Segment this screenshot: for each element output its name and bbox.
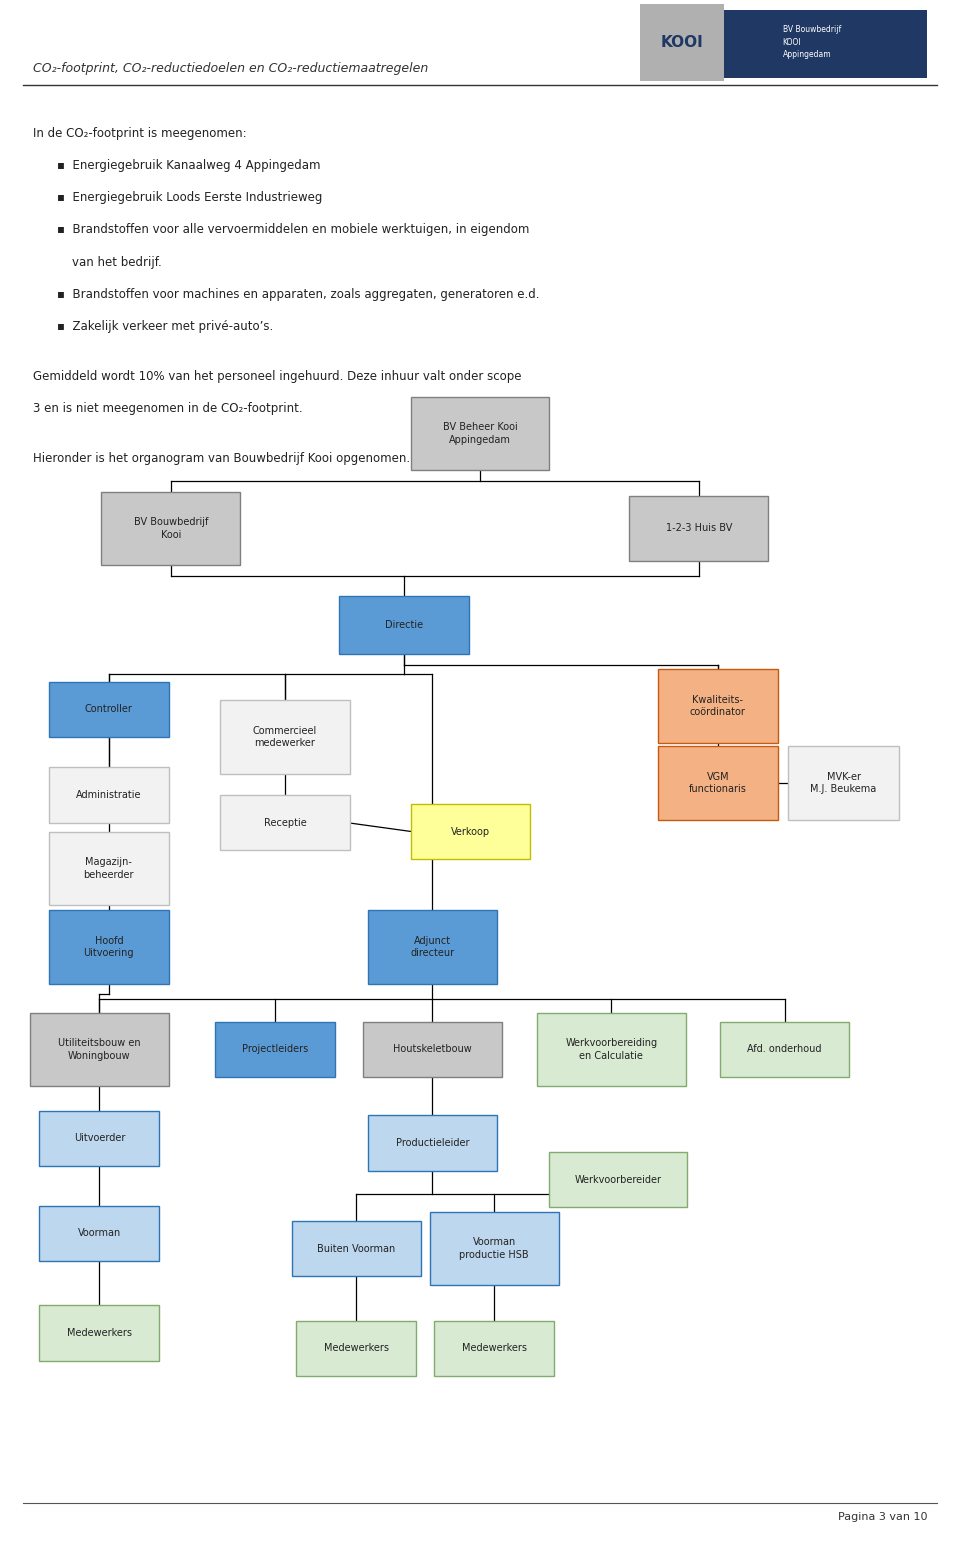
Text: ▪  Zakelijk verkeer met privé-auto’s.: ▪ Zakelijk verkeer met privé-auto’s. xyxy=(57,321,273,333)
Text: ▪  Brandstoffen voor machines en apparaten, zoals aggregaten, generatoren e.d.: ▪ Brandstoffen voor machines en apparate… xyxy=(57,288,539,300)
Text: Directie: Directie xyxy=(385,619,423,630)
FancyBboxPatch shape xyxy=(658,669,778,743)
FancyBboxPatch shape xyxy=(537,1012,685,1086)
Text: Commercieel
medewerker: Commercieel medewerker xyxy=(252,726,317,747)
FancyBboxPatch shape xyxy=(215,1022,335,1077)
Text: Voorman
productie HSB: Voorman productie HSB xyxy=(460,1237,529,1261)
Text: van het bedrijf.: van het bedrijf. xyxy=(57,256,161,268)
Text: BV Bouwbedrijf
KOOI
Appingedam: BV Bouwbedrijf KOOI Appingedam xyxy=(782,26,841,60)
FancyBboxPatch shape xyxy=(30,1012,169,1086)
Text: Productieleider: Productieleider xyxy=(396,1137,469,1148)
FancyBboxPatch shape xyxy=(720,1022,850,1077)
FancyBboxPatch shape xyxy=(411,396,549,470)
FancyBboxPatch shape xyxy=(297,1321,417,1376)
FancyBboxPatch shape xyxy=(39,1305,159,1361)
FancyBboxPatch shape xyxy=(788,746,899,820)
Text: Kwaliteits-
coördinator: Kwaliteits- coördinator xyxy=(690,695,746,717)
FancyBboxPatch shape xyxy=(49,832,169,906)
Text: 1-2-3 Huis BV: 1-2-3 Huis BV xyxy=(665,524,732,533)
Text: Werkvoorbereiding
en Calculatie: Werkvoorbereiding en Calculatie xyxy=(565,1039,658,1060)
Text: KOOI: KOOI xyxy=(660,35,703,49)
Text: CO₂-footprint, CO₂-reductiedoelen en CO₂-reductiemaatregelen: CO₂-footprint, CO₂-reductiedoelen en CO₂… xyxy=(33,62,428,76)
Text: Voorman: Voorman xyxy=(78,1228,121,1239)
Text: Medewerkers: Medewerkers xyxy=(462,1344,527,1353)
Text: Administratie: Administratie xyxy=(76,791,142,800)
FancyBboxPatch shape xyxy=(640,5,724,80)
Text: Adjunct
directeur: Adjunct directeur xyxy=(410,935,454,959)
FancyBboxPatch shape xyxy=(646,11,927,77)
Text: BV Bouwbedrijf
Kooi: BV Bouwbedrijf Kooi xyxy=(133,518,208,539)
Text: ▪  Energiegebruik Loods Eerste Industrieweg: ▪ Energiegebruik Loods Eerste Industriew… xyxy=(57,191,322,203)
Text: Houtskeletbouw: Houtskeletbouw xyxy=(393,1045,471,1054)
Text: In de CO₂-footprint is meegenomen:: In de CO₂-footprint is meegenomen: xyxy=(33,126,247,140)
Text: Controller: Controller xyxy=(84,704,132,713)
FancyBboxPatch shape xyxy=(368,911,497,983)
FancyBboxPatch shape xyxy=(429,1211,559,1285)
Text: Magazijn-
beheerder: Magazijn- beheerder xyxy=(84,857,134,880)
Text: ▪  Energiegebruik Kanaalweg 4 Appingedam: ▪ Energiegebruik Kanaalweg 4 Appingedam xyxy=(57,159,320,173)
FancyBboxPatch shape xyxy=(49,767,169,823)
FancyBboxPatch shape xyxy=(368,1116,497,1171)
Text: Afd. onderhoud: Afd. onderhoud xyxy=(747,1045,822,1054)
Text: Werkvoorbereider: Werkvoorbereider xyxy=(574,1174,661,1185)
Text: Projectleiders: Projectleiders xyxy=(242,1045,308,1054)
FancyBboxPatch shape xyxy=(434,1321,554,1376)
FancyBboxPatch shape xyxy=(49,681,169,737)
Text: Verkoop: Verkoop xyxy=(451,828,490,837)
Text: Utiliteitsbouw en
Woningbouw: Utiliteitsbouw en Woningbouw xyxy=(58,1039,141,1060)
Text: MVK-er
M.J. Beukema: MVK-er M.J. Beukema xyxy=(810,772,876,794)
Text: Receptie: Receptie xyxy=(264,818,306,828)
Text: Gemiddeld wordt 10% van het personeel ingehuurd. Deze inhuur valt onder scope: Gemiddeld wordt 10% van het personeel in… xyxy=(33,370,521,382)
Text: VGM
functionaris: VGM functionaris xyxy=(689,772,747,794)
Text: Hieronder is het organogram van Bouwbedrijf Kooi opgenomen.: Hieronder is het organogram van Bouwbedr… xyxy=(33,452,410,465)
FancyBboxPatch shape xyxy=(339,596,468,653)
Text: BV Beheer Kooi
Appingedam: BV Beheer Kooi Appingedam xyxy=(443,422,517,444)
Text: Uitvoerder: Uitvoerder xyxy=(74,1133,125,1143)
Text: ▪  Brandstoffen voor alle vervoermiddelen en mobiele werktuigen, in eigendom: ▪ Brandstoffen voor alle vervoermiddelen… xyxy=(57,223,529,236)
Text: Buiten Voorman: Buiten Voorman xyxy=(317,1244,396,1254)
FancyBboxPatch shape xyxy=(548,1153,687,1207)
FancyBboxPatch shape xyxy=(49,911,169,983)
FancyBboxPatch shape xyxy=(220,700,349,774)
Text: Pagina 3 van 10: Pagina 3 van 10 xyxy=(838,1512,927,1523)
Text: Hoofd
Uitvoering: Hoofd Uitvoering xyxy=(84,935,134,959)
Text: Medewerkers: Medewerkers xyxy=(67,1328,132,1338)
FancyBboxPatch shape xyxy=(363,1022,502,1077)
FancyBboxPatch shape xyxy=(39,1111,159,1167)
FancyBboxPatch shape xyxy=(101,492,240,566)
FancyBboxPatch shape xyxy=(630,496,768,561)
FancyBboxPatch shape xyxy=(658,746,778,820)
FancyBboxPatch shape xyxy=(411,804,531,860)
FancyBboxPatch shape xyxy=(220,795,349,851)
Text: 3 en is niet meegenomen in de CO₂-footprint.: 3 en is niet meegenomen in de CO₂-footpr… xyxy=(33,402,302,415)
Text: Medewerkers: Medewerkers xyxy=(324,1344,389,1353)
FancyBboxPatch shape xyxy=(292,1220,421,1276)
FancyBboxPatch shape xyxy=(39,1205,159,1261)
